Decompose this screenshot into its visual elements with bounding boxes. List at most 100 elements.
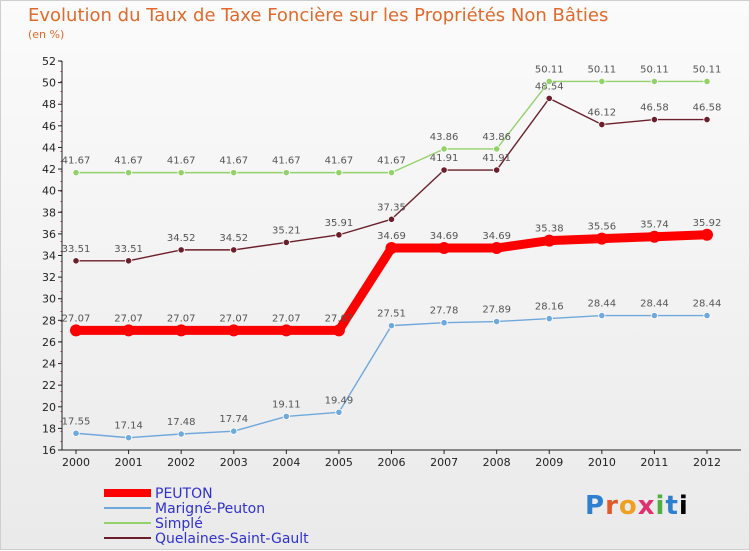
legend-label: Marigné-Peuton	[155, 501, 265, 517]
y-tick-label: 42	[42, 163, 56, 176]
y-tick-label: 44	[42, 141, 56, 154]
data-label: 35.91	[325, 218, 354, 229]
legend-label: PEUTON	[155, 486, 213, 502]
y-tick-label: 26	[42, 336, 56, 349]
data-point	[650, 115, 659, 124]
data-label: 50.11	[693, 64, 722, 75]
data-label: 50.11	[640, 64, 669, 75]
y-tick-label: 46	[42, 120, 56, 133]
data-label: 50.11	[535, 64, 564, 75]
data-point	[177, 430, 185, 438]
data-point	[703, 115, 711, 124]
data-label: 37.35	[377, 202, 406, 213]
data-label: 41.91	[482, 153, 511, 164]
data-point	[230, 169, 238, 177]
legend-label: Simplé	[155, 516, 203, 532]
data-point	[72, 257, 80, 265]
data-label: 27.07	[272, 313, 301, 324]
data-point	[545, 77, 553, 86]
y-tick-label: 34	[42, 250, 56, 263]
y-tick-label: 36	[42, 228, 56, 241]
data-label: 43.86	[430, 132, 459, 143]
data-label: 28.44	[693, 299, 722, 310]
data-label: 17.74	[219, 414, 248, 425]
data-label: 35.74	[640, 220, 669, 231]
data-label: 48.54	[535, 81, 564, 92]
data-label: 46.58	[640, 103, 669, 114]
data-point	[703, 77, 711, 86]
data-label: 35.92	[693, 218, 722, 229]
y-tick-label: 18	[42, 422, 56, 435]
proxiti-logo: Proxiti	[585, 491, 689, 521]
data-label: 41.67	[62, 156, 91, 167]
data-label: 27.07	[219, 313, 248, 324]
data-label: 19.11	[272, 399, 301, 410]
data-label: 41.67	[325, 156, 354, 167]
data-point	[227, 324, 240, 337]
chart-title: Evolution du Taux de Taxe Foncière sur l…	[28, 5, 609, 26]
y-tick-label: 52	[42, 55, 56, 68]
series-quelaines-saint-gault: 33.51 33.51 34.52 34.52 35.21 35.91 37.35 41.91…	[62, 81, 722, 265]
data-label: 17.14	[114, 421, 143, 432]
data-point	[332, 324, 345, 337]
data-label: 27.07	[114, 313, 143, 324]
data-point	[282, 238, 290, 247]
data-point	[701, 228, 713, 241]
y-tick-label: 28	[42, 314, 56, 327]
y-tick-label: 40	[42, 185, 56, 198]
x-tick-label: 2011	[640, 456, 668, 469]
data-label: 28.44	[640, 299, 669, 310]
data-point	[230, 246, 238, 254]
y-tick-label: 50	[42, 77, 56, 90]
data-label: 34.69	[430, 231, 459, 242]
y-tick-label: 32	[42, 271, 56, 284]
data-point	[648, 230, 661, 243]
data-point	[70, 324, 82, 337]
series-simpl-: 41.67 41.67 41.67 41.67 41.67 41.67 41.67 43.86…	[62, 64, 722, 177]
data-label: 27.89	[482, 305, 511, 316]
data-label: 35.21	[272, 225, 301, 236]
y-tick-label: 30	[42, 293, 56, 306]
x-tick-label: 2012	[693, 456, 721, 469]
data-label: 46.12	[588, 108, 617, 119]
data-label: 34.52	[219, 233, 248, 244]
y-tick-label: 16	[42, 444, 56, 457]
data-label: 41.67	[114, 156, 143, 167]
x-tick-label: 2007	[430, 456, 458, 469]
data-point	[595, 232, 608, 245]
data-label: 33.51	[62, 244, 91, 255]
y-tick-label: 22	[42, 379, 56, 392]
data-point	[175, 324, 188, 337]
unit-label: (en %)	[28, 28, 65, 41]
y-tick-label: 48	[42, 98, 56, 111]
data-label: 41.67	[272, 156, 301, 167]
series-peuton: 27.07 27.07 27.07 27.07 27.07 27.07 34.69 34.69…	[62, 218, 722, 337]
data-label: 19.49	[325, 395, 354, 406]
data-point	[598, 311, 606, 320]
data-label: 33.51	[114, 244, 143, 255]
x-tick-label: 2008	[483, 456, 511, 469]
data-point	[703, 311, 711, 320]
x-tick-label: 2010	[588, 456, 616, 469]
data-label: 46.58	[693, 103, 722, 114]
data-label: 41.91	[430, 153, 459, 164]
data-label: 28.44	[588, 299, 617, 310]
data-point	[598, 77, 606, 86]
x-tick-label: 2009	[535, 456, 563, 469]
x-tick-label: 2006	[378, 456, 406, 469]
legend-label: Quelaines-Saint-Gault	[155, 531, 309, 547]
data-label: 35.38	[535, 224, 564, 235]
data-point	[545, 94, 553, 102]
data-label: 43.86	[482, 132, 511, 143]
data-point	[545, 315, 553, 323]
data-point	[493, 145, 501, 153]
x-tick-label: 2000	[62, 456, 90, 469]
axes: 16 18 20 22 24 26 28 30 32 34 36 38 40 42 44 46 48 50 52 20…	[42, 55, 741, 469]
x-tick-label: 2003	[220, 456, 248, 469]
y-tick-label: 24	[42, 358, 56, 371]
x-tick-label: 2001	[115, 456, 143, 469]
y-tick-label: 20	[42, 401, 56, 414]
data-point	[387, 322, 396, 330]
